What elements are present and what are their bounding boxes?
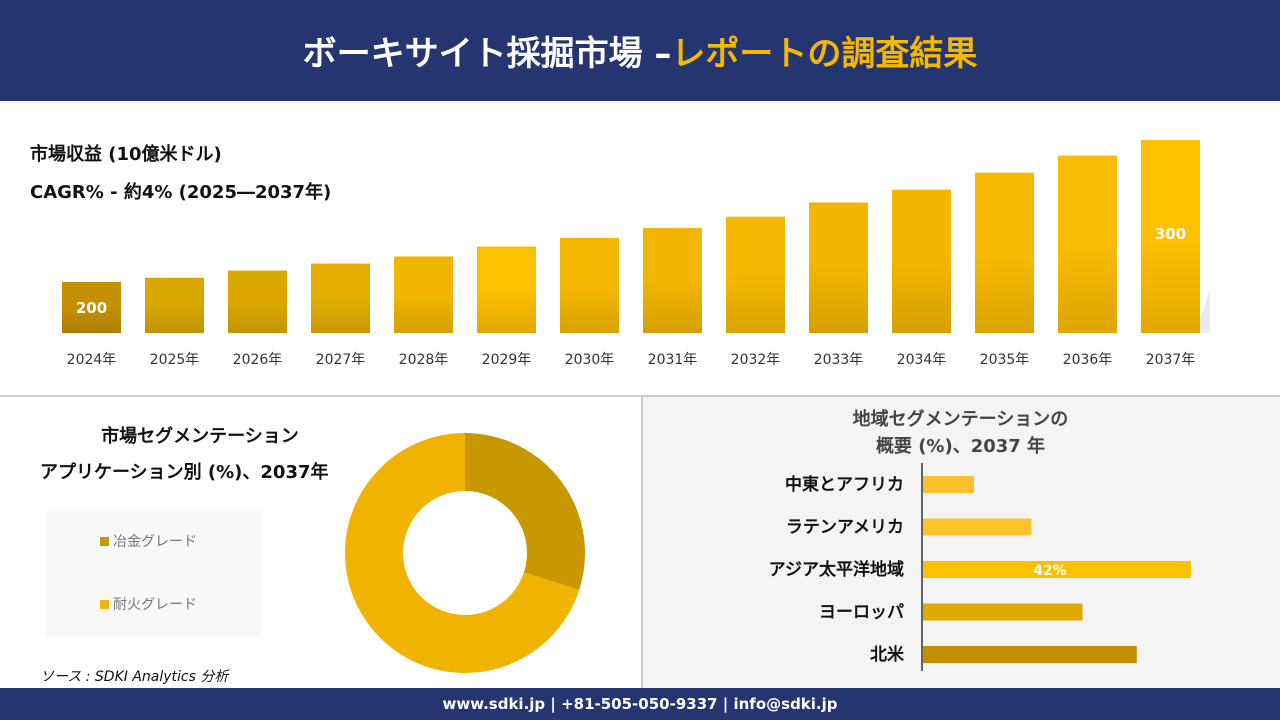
bar-gradient (477, 289, 536, 333)
x-tick-label: 2030年 (565, 352, 615, 368)
hbar-ラテンアメリカ (923, 518, 1032, 536)
category-label: ラテンアメリカ (786, 518, 904, 538)
x-tick-label: 2033年 (814, 352, 864, 368)
legend-item-refractory: 耐火グレード (100, 594, 197, 614)
x-tick-label: 2031年 (648, 352, 698, 368)
hbar-北米 (923, 646, 1137, 663)
footer-contact: www.sdki.jp | +81-505-050-9337 | info@sd… (0, 688, 1280, 720)
source-note: ソース : SDKI Analytics 分析 (40, 669, 229, 685)
revenue-chart-title: 市場収益 (10億米ドル) (30, 144, 222, 165)
bar-gradient (892, 261, 951, 333)
hbar-ヨーロッパ (923, 603, 1083, 621)
regional-panel (641, 397, 1280, 688)
x-tick-label: 2036年 (1063, 352, 1113, 368)
data-label: 200 (76, 299, 107, 317)
bar-gradient (809, 267, 868, 333)
x-tick-label: 2035年 (980, 352, 1030, 368)
hbar-アジア太平洋地域 (923, 561, 1191, 578)
segment-title-2: アプリケーション別 (%)、2037年 (40, 462, 329, 483)
data-label: 300 (1155, 225, 1186, 243)
divider (0, 395, 1280, 397)
x-tick-label: 2026年 (233, 352, 283, 368)
donut-slice-metallurgical (465, 433, 585, 591)
bar-gradient (560, 285, 619, 333)
legend-swatch (100, 536, 109, 546)
bar-gradient (394, 294, 453, 333)
segment-title-1: 市場セグメンテーション (101, 426, 299, 447)
category-label: アジア太平洋地域 (769, 559, 904, 580)
bar-gradient (726, 274, 785, 333)
region-title-1: 地域セグメンテーションの (852, 409, 1069, 430)
x-tick-label: 2027年 (316, 352, 366, 368)
legend-item-metallurgical: 冶金グレード (100, 531, 197, 551)
x-tick-label: 2034年 (897, 352, 947, 368)
bar-gradient (145, 305, 204, 333)
x-tick-label: 2025年 (150, 352, 200, 368)
x-tick-label: 2037年 (1146, 352, 1196, 368)
x-tick-label: 2024年 (67, 352, 117, 368)
legend-label: 冶金グレード (113, 534, 197, 550)
bar-gradient (643, 280, 702, 333)
category-label: ヨーロッパ (819, 603, 904, 623)
x-tick-label: 2028年 (399, 352, 449, 368)
donut-legend: 冶金グレード 耐火グレード (46, 511, 261, 637)
header-banner: ボーキサイト採掘市場 – レポートの調査結果 (0, 0, 1280, 101)
data-label: 42% (1033, 563, 1067, 579)
legend-swatch (100, 599, 109, 609)
bar-gradient (1141, 236, 1200, 333)
bar-gradient (228, 301, 287, 333)
category-label: 北米 (870, 644, 905, 665)
donut-slice-refractory (345, 433, 580, 673)
legend-label: 耐火グレード (113, 597, 197, 613)
category-label: 中東とアフリカ (785, 474, 904, 495)
title-yellow: レポートの調査結果 (671, 34, 978, 74)
bar-gradient (62, 307, 121, 333)
bar-gradient (311, 298, 370, 333)
region-title-2: 概要 (%)、2037 年 (875, 436, 1046, 457)
title-white: ボーキサイト採掘市場 – (302, 34, 672, 74)
hbar-中東とアフリカ (923, 476, 975, 493)
cagr-subtitle: CAGR% - 約4% (2025―2037年) (30, 182, 332, 203)
bar-gradient (975, 252, 1034, 333)
x-tick-label: 2032年 (731, 352, 781, 368)
x-tick-label: 2029年 (482, 352, 532, 368)
bar-gradient (1058, 244, 1117, 333)
